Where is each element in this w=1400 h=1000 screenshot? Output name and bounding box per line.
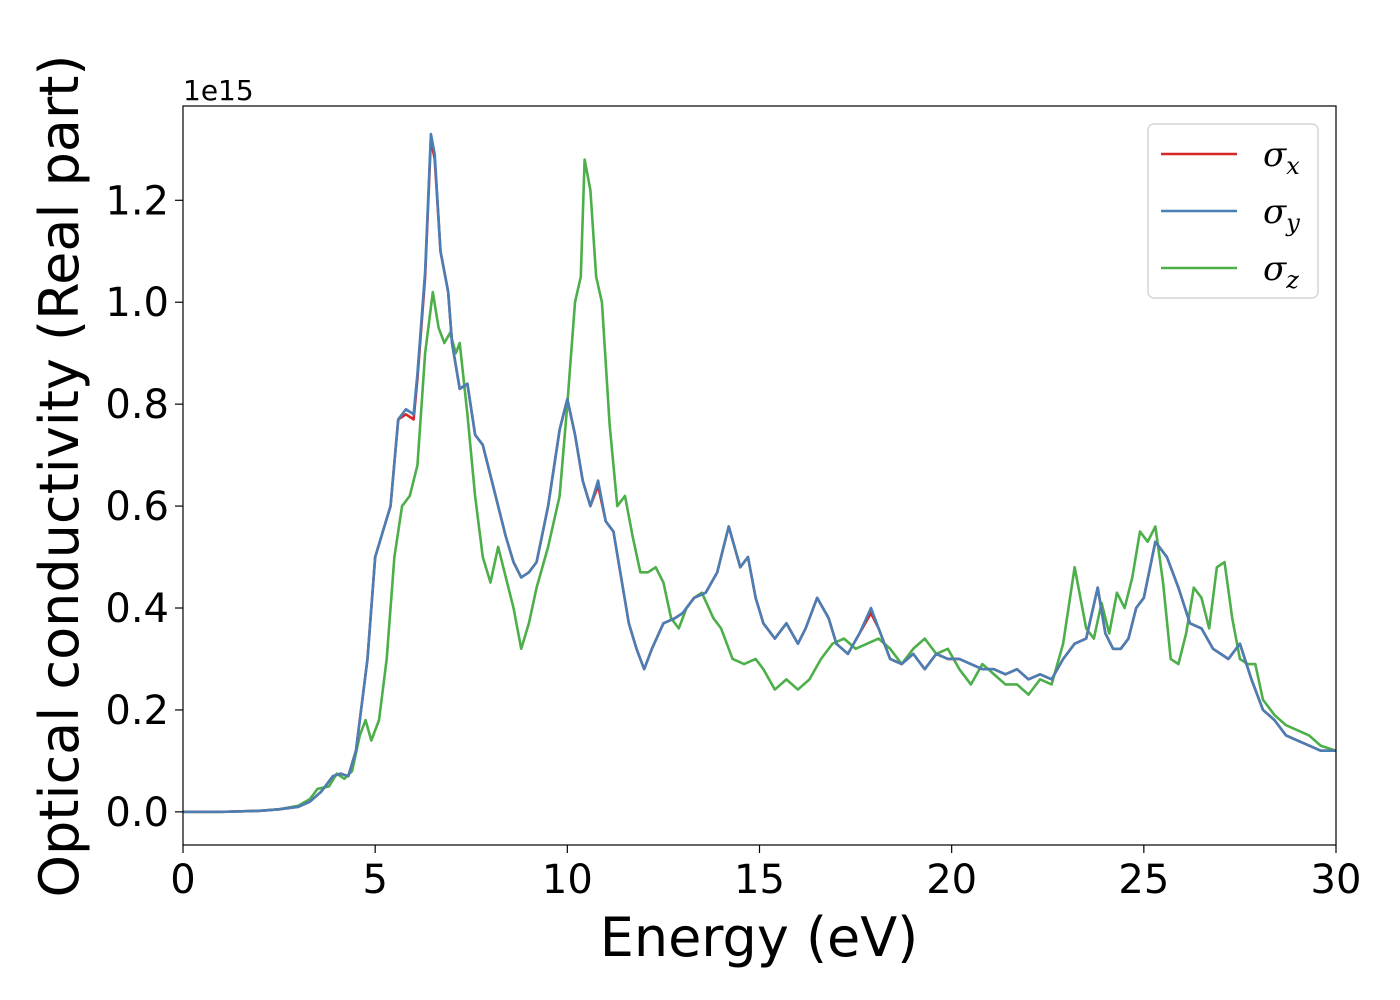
x-tick-label: 20 — [926, 857, 977, 903]
y-tick-label: 0.2 — [105, 688, 169, 734]
y-tick-label: 0.8 — [105, 382, 169, 428]
legend-label-y: σy — [1263, 192, 1300, 237]
x-tick-label: 15 — [734, 857, 785, 903]
x-tick-label: 10 — [542, 857, 593, 903]
x-axis: 0 5 10 15 20 25 30 — [170, 845, 1361, 903]
y-axis: 0.0 0.2 0.4 0.6 0.8 1.0 1.2 — [105, 178, 183, 836]
legend: σx σy σz — [1147, 123, 1319, 299]
legend-label-z: σz — [1263, 249, 1299, 294]
legend-label-x: σx — [1263, 135, 1300, 180]
x-tick-label: 30 — [1311, 857, 1362, 903]
y-axis-label: Optical conductivity (Real part) — [28, 55, 91, 898]
y-tick-label: 0.6 — [105, 484, 169, 530]
y-tick-label: 0.4 — [105, 586, 169, 632]
y-tick-label: 1.0 — [105, 280, 169, 326]
y-offset-label: 1e15 — [183, 74, 254, 107]
x-tick-label: 5 — [362, 857, 387, 903]
x-axis-label: Energy (eV) — [600, 906, 919, 969]
x-tick-label: 25 — [1118, 857, 1169, 903]
y-tick-label: 1.2 — [105, 178, 169, 224]
y-tick-label: 0.0 — [105, 790, 169, 836]
x-tick-label: 0 — [170, 857, 195, 903]
series-line-z — [183, 158, 1336, 814]
series-line-y — [183, 132, 1336, 814]
